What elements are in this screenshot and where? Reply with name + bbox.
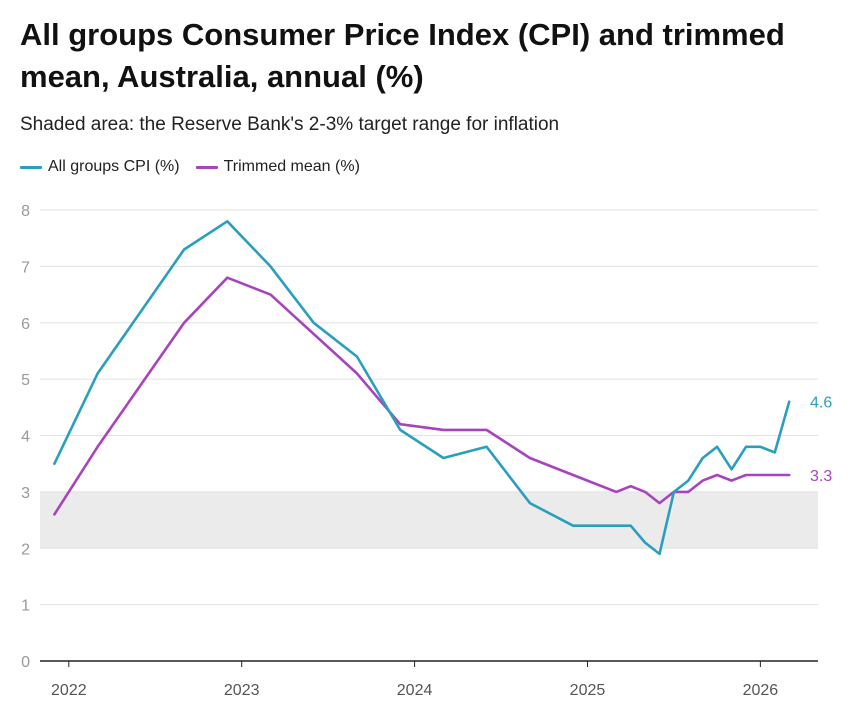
end-label-trimmed-mean: 3.3 [810,468,832,485]
y-tick-label-3: 3 [21,485,30,502]
y-tick-label-7: 7 [21,259,30,276]
legend-swatch-cpi [20,165,42,169]
y-tick-label-6: 6 [21,316,30,333]
end-label-cpi: 4.6 [810,395,832,412]
x-tick-label-2025: 2025 [570,682,606,699]
chart-legend: All groups CPI (%) Trimmed mean (%) [20,158,376,176]
target-range-band [40,491,818,549]
y-tick-label-5: 5 [21,372,30,389]
y-tick-label-4: 4 [21,429,30,446]
x-tick-label-2022: 2022 [51,682,87,699]
y-tick-label-2: 2 [21,541,30,558]
legend-label-trimmed-mean: Trimmed mean (%) [223,158,360,175]
chart-title: All groups Consumer Price Index (CPI) an… [20,17,785,94]
legend-item-cpi[interactable]: All groups CPI (%) [20,158,180,176]
chart-subtitle: Shaded area: the Reserve Bank's 2-3% tar… [20,114,560,135]
x-tick-label-2024: 2024 [397,682,433,699]
x-tick-label-2026: 2026 [743,682,779,699]
series-line-cpi [53,220,791,556]
legend-item-trimmed-mean[interactable]: Trimmed mean (%) [195,158,360,176]
series-line-trimmed-mean [53,276,791,516]
legend-label-cpi: All groups CPI (%) [48,158,180,175]
y-tick-label-8: 8 [21,203,30,220]
x-tick-label-2023: 2023 [224,682,260,699]
y-tick-label-0: 0 [21,654,30,671]
legend-swatch-trimmed-mean [195,165,218,169]
y-tick-label-1: 1 [21,598,30,615]
